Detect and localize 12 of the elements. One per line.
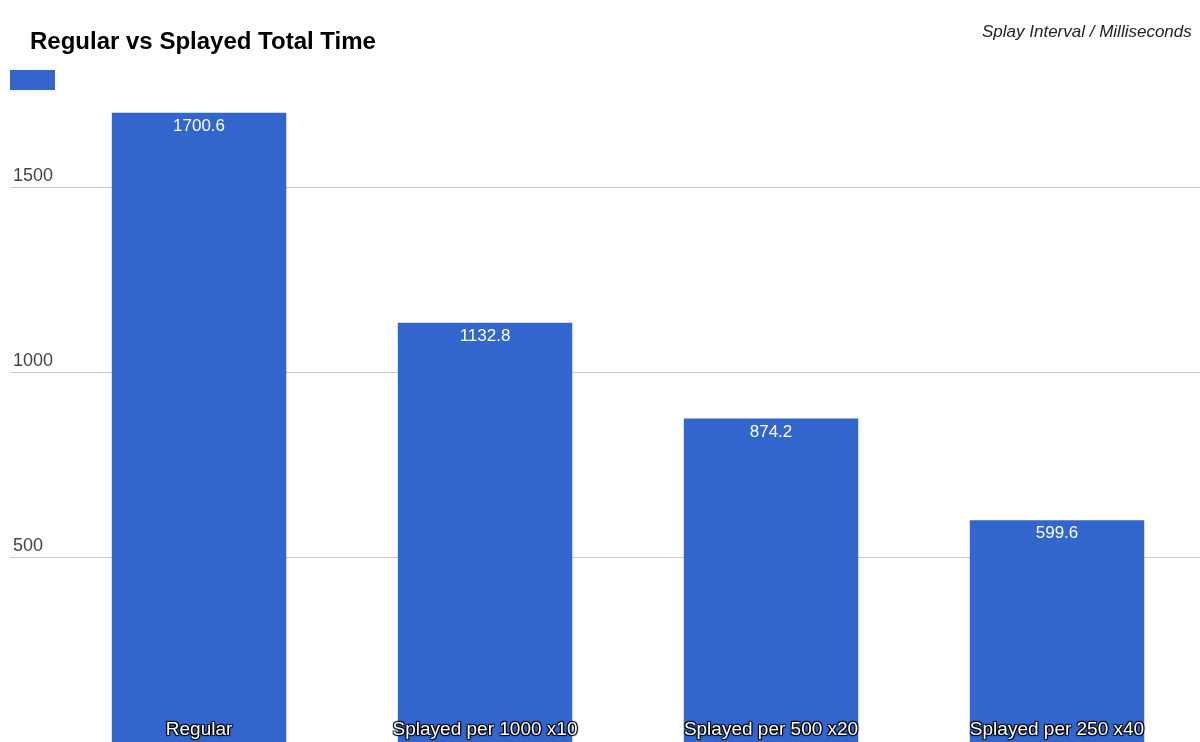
data-label: 599.6 xyxy=(1035,523,1079,543)
text: Regular vs Splayed Total Time xyxy=(30,27,376,55)
data-label: 1132.8 xyxy=(459,325,511,345)
x-tick-label: Splayed per 250 x40 xyxy=(969,718,1145,740)
data-label: 1700.6 xyxy=(173,115,226,135)
y-tick-label: 1000 xyxy=(13,349,54,370)
y-tick-label: 1500 xyxy=(13,164,54,185)
x-tick-label: Regular xyxy=(165,718,233,740)
data-label: 874.2 xyxy=(749,421,793,441)
annotation: Splay Interval / Milliseconds xyxy=(982,22,1193,41)
x-tick-label: Splayed per 500 x20 xyxy=(683,718,859,740)
y-tick-label: 500 xyxy=(13,534,44,555)
